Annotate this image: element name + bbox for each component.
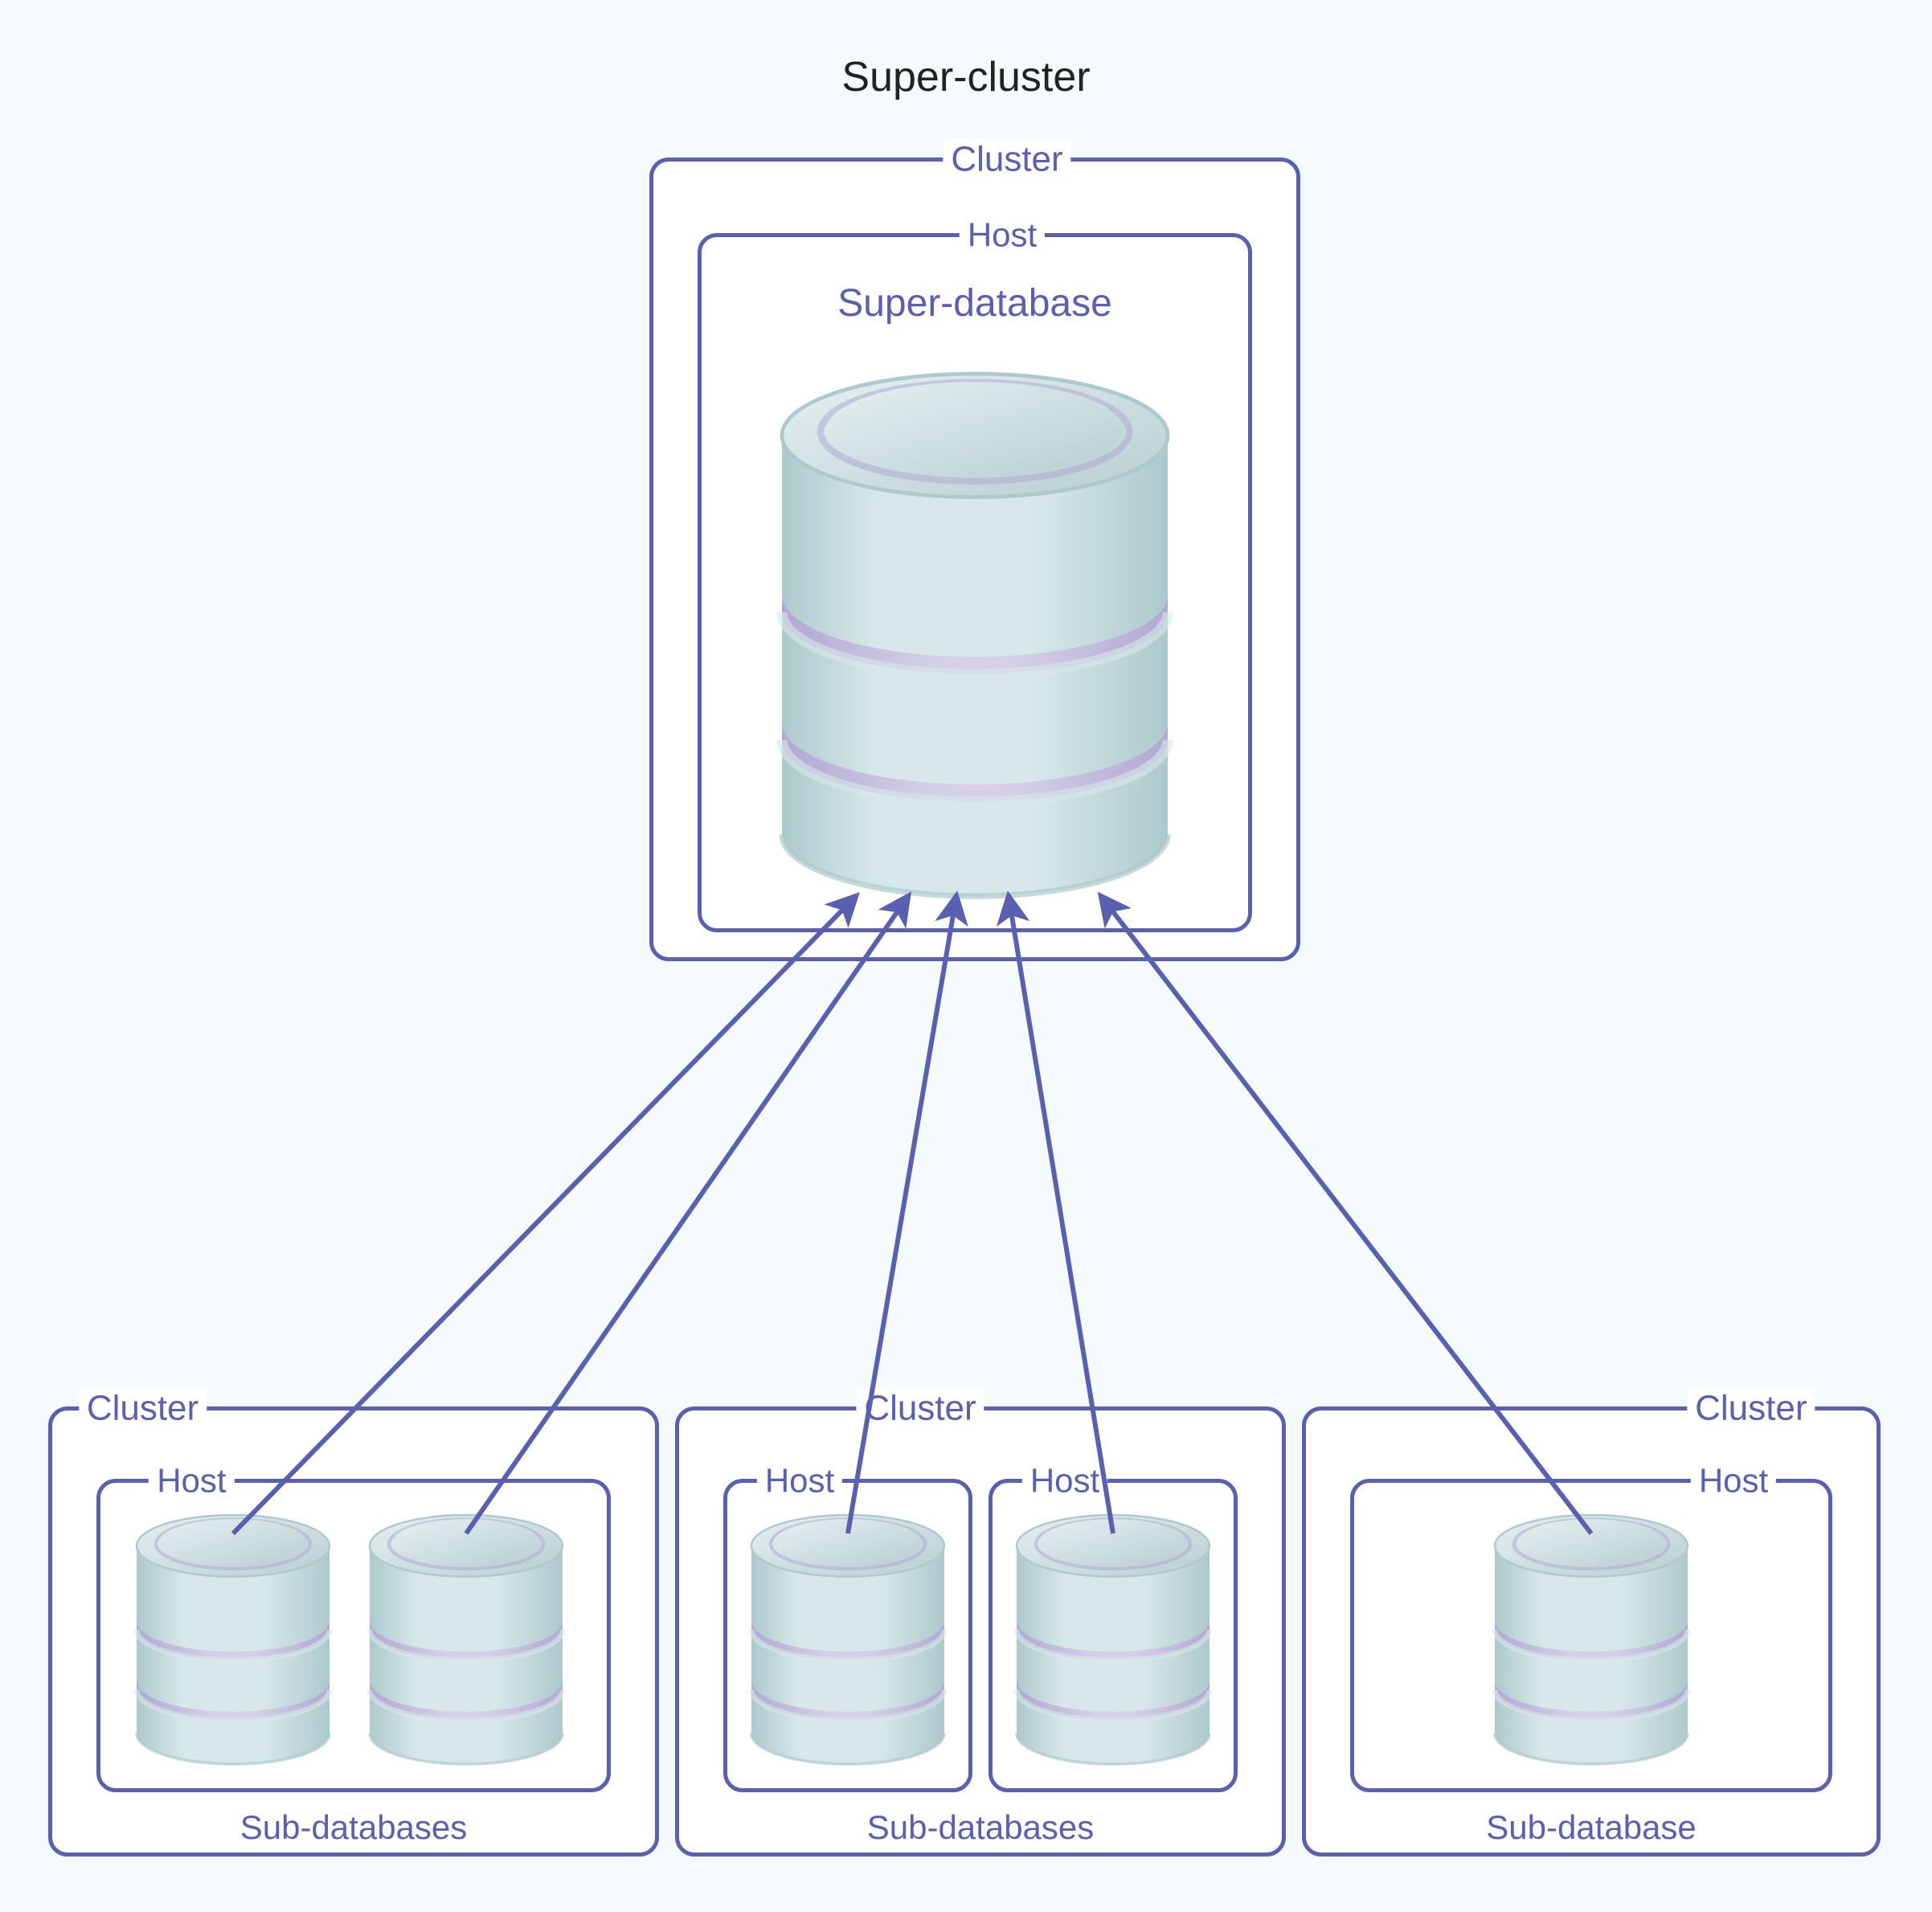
bottom-host-box-0-0: Host [96, 1479, 611, 1792]
top-host-box-label: Host [960, 216, 1045, 255]
bottom-host-box-1-0: Host [723, 1479, 972, 1792]
bottom-host-box-2-0: Host [1350, 1479, 1832, 1792]
sub-db-footer-2: Sub-database [1486, 1808, 1697, 1847]
bottom-host-box-2-0-label: Host [1691, 1462, 1776, 1501]
super-database-label: Super-database [837, 281, 1112, 325]
bottom-cluster-box-0-label: Cluster [79, 1389, 207, 1429]
sub-db-footer-1: Sub-databases [867, 1808, 1095, 1847]
bottom-cluster-box-2-label: Cluster [1687, 1389, 1815, 1429]
bottom-host-box-1-1: Host [989, 1479, 1238, 1792]
sub-db-footer-0: Sub-databases [240, 1808, 468, 1847]
top-cluster-box-label: Cluster [943, 140, 1070, 180]
bottom-cluster-box-1-label: Cluster [856, 1389, 984, 1429]
bottom-host-box-1-1-label: Host [1022, 1462, 1107, 1501]
diagram-title: Super-cluster [841, 53, 1090, 101]
top-host-box: Host [698, 233, 1252, 932]
bottom-host-box-0-0-label: Host [149, 1462, 234, 1501]
bottom-host-box-1-0-label: Host [757, 1462, 842, 1501]
diagram-canvas: Super-clusterClusterHostSuper-databaseCl… [0, 0, 1932, 1912]
